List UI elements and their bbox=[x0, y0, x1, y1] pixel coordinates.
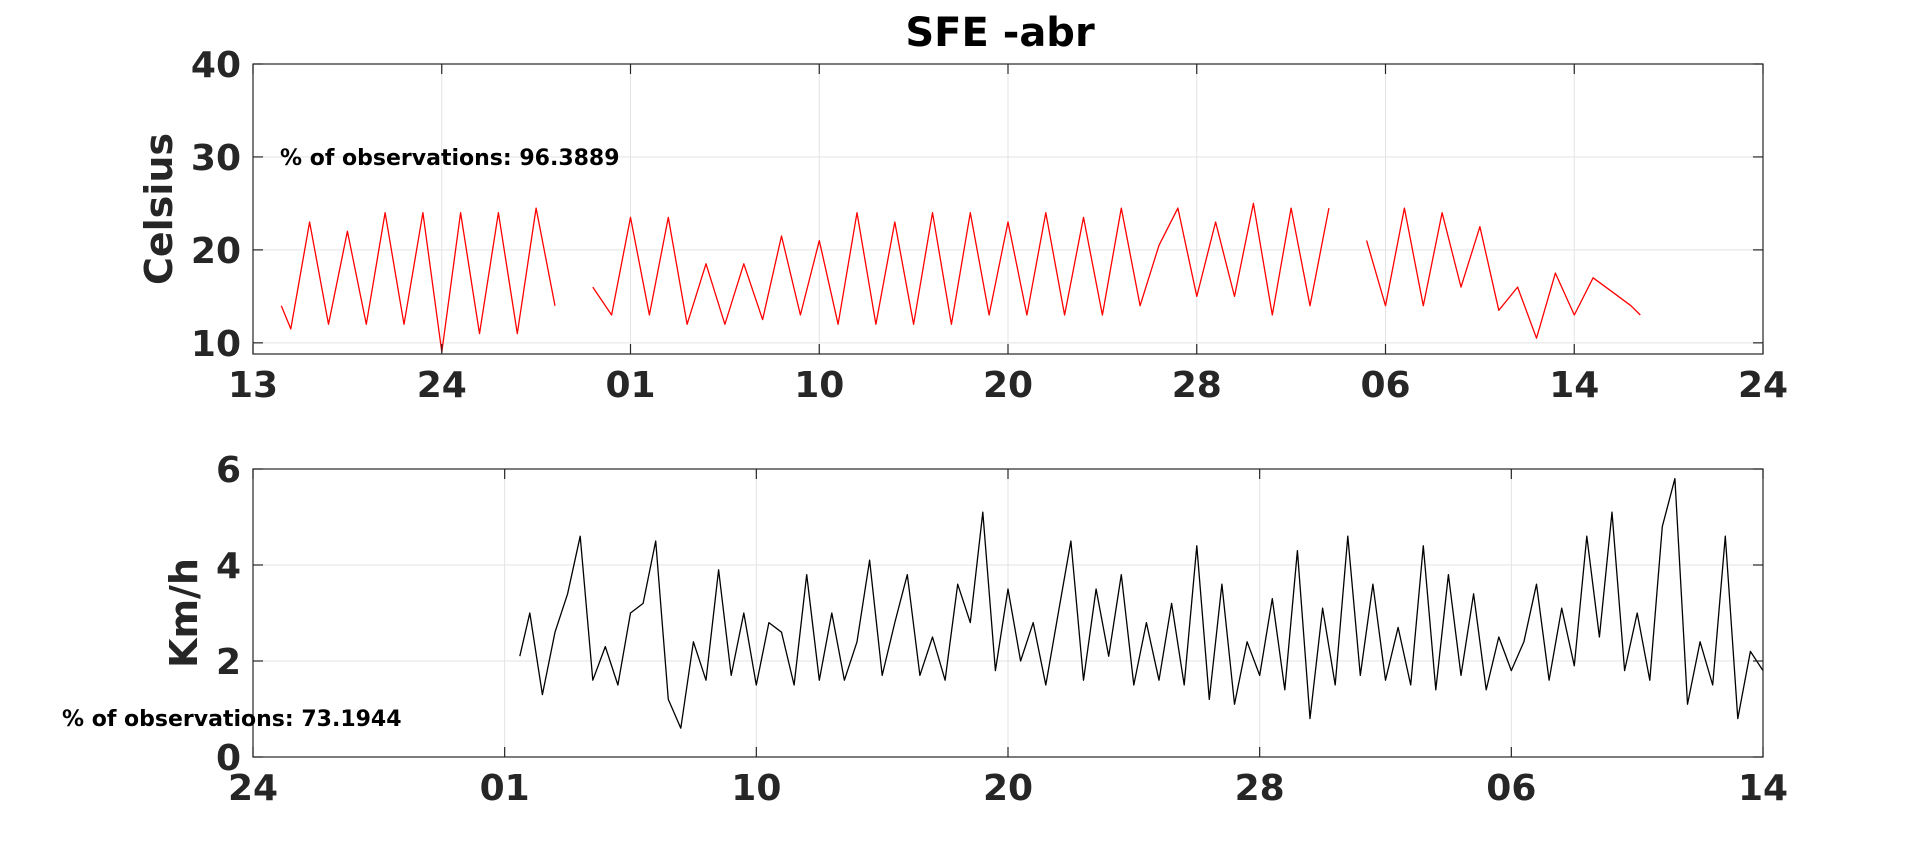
y-tick-label: 0 bbox=[216, 738, 241, 779]
x-tick-label: 24 bbox=[417, 365, 467, 406]
x-tick-label: 20 bbox=[983, 768, 1033, 809]
x-tick-label: 24 bbox=[228, 768, 278, 809]
y-axis-label: Celsius bbox=[137, 133, 181, 285]
x-tick-label: 13 bbox=[228, 365, 278, 406]
x-tick-label: 06 bbox=[1360, 365, 1410, 406]
y-tick-label: 2 bbox=[216, 642, 241, 683]
observations-annotation: % of observations: 73.1944 bbox=[62, 707, 402, 732]
x-tick-label: 01 bbox=[480, 768, 530, 809]
x-tick-label: 01 bbox=[605, 365, 655, 406]
data-series-line bbox=[519, 477, 1764, 729]
x-tick-label: 24 bbox=[1738, 365, 1788, 406]
y-tick-label: 4 bbox=[216, 546, 241, 587]
y-tick-label: 30 bbox=[191, 138, 241, 179]
chart-title: SFE -abr bbox=[905, 10, 1095, 56]
data-series-line bbox=[280, 202, 1641, 353]
y-tick-label: 10 bbox=[191, 324, 241, 365]
y-tick-label: 6 bbox=[216, 450, 241, 491]
x-tick-label: 10 bbox=[794, 365, 844, 406]
y-axis-label: Km/h bbox=[162, 558, 206, 668]
observations-annotation: % of observations: 96.3889 bbox=[280, 146, 620, 171]
x-tick-label: 06 bbox=[1486, 768, 1536, 809]
x-tick-label: 20 bbox=[983, 365, 1033, 406]
x-tick-label: 14 bbox=[1549, 365, 1599, 406]
x-tick-label: 28 bbox=[1172, 365, 1222, 406]
y-tick-label: 20 bbox=[191, 231, 241, 272]
x-tick-label: 10 bbox=[731, 768, 781, 809]
temperature-panel: 13 24 01 10 20 28 06 14 24 10 20 30 40 Celsius % of ob… bbox=[137, 45, 1788, 406]
x-tick-label: 14 bbox=[1738, 768, 1788, 809]
x-tick-label: 28 bbox=[1235, 768, 1285, 809]
y-tick-label: 40 bbox=[191, 45, 241, 86]
